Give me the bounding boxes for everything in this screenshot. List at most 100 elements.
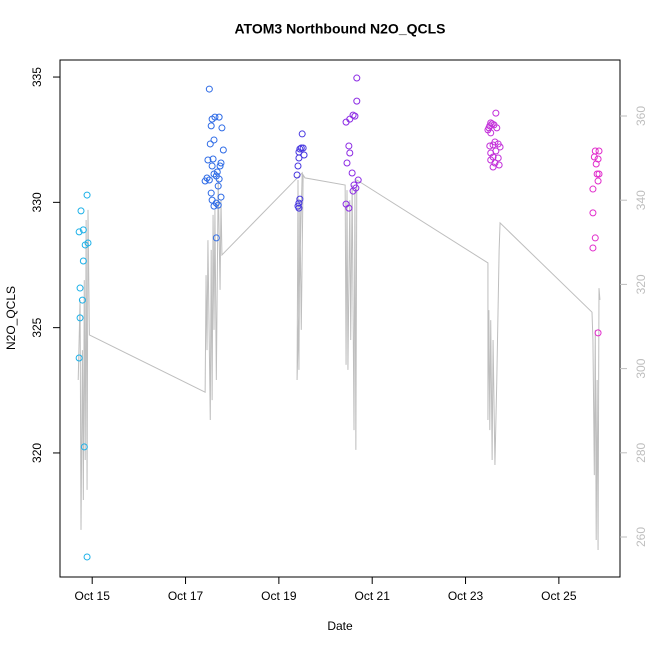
point <box>346 149 354 157</box>
chart-title: ATOM3 Northbound N2O_QCLS <box>234 21 445 37</box>
x-tick-label: Oct 19 <box>261 589 297 603</box>
point <box>211 113 219 121</box>
point <box>589 185 597 193</box>
point <box>345 204 353 212</box>
point <box>353 74 361 82</box>
point <box>343 159 351 167</box>
point <box>205 176 213 184</box>
point <box>84 239 92 247</box>
point <box>495 161 503 169</box>
point <box>208 162 216 170</box>
x-tick-label: Oct 17 <box>168 589 204 603</box>
plot-box <box>59 59 621 578</box>
y2-tick-label: 300 <box>634 358 648 378</box>
point <box>83 191 91 199</box>
point <box>204 156 212 164</box>
point <box>79 226 87 234</box>
point <box>206 140 214 148</box>
point <box>219 146 227 154</box>
point <box>75 228 83 236</box>
point <box>83 553 91 561</box>
y-tick-label: 320 <box>30 443 44 463</box>
point <box>295 204 303 212</box>
y2-tick-label: 340 <box>634 190 648 210</box>
point <box>595 170 603 178</box>
x-tick-label: Oct 25 <box>541 589 577 603</box>
point <box>492 147 500 155</box>
point <box>210 136 218 144</box>
point <box>208 196 216 204</box>
point <box>77 207 85 215</box>
point <box>76 284 84 292</box>
point <box>594 177 602 185</box>
point <box>591 234 599 242</box>
y-tick-label: 335 <box>30 67 44 87</box>
point <box>217 159 225 167</box>
point <box>494 154 502 162</box>
point <box>78 296 86 304</box>
point <box>210 170 218 178</box>
point <box>299 144 307 152</box>
point <box>493 124 501 132</box>
point <box>354 176 362 184</box>
point <box>76 314 84 322</box>
point <box>589 244 597 252</box>
point <box>214 201 222 209</box>
point <box>489 141 497 149</box>
point <box>209 155 217 163</box>
point <box>215 113 223 121</box>
point <box>342 118 350 126</box>
y2-tick-label: 260 <box>634 527 648 547</box>
point <box>212 234 220 242</box>
point <box>595 147 603 155</box>
point <box>294 162 302 170</box>
point <box>201 177 209 185</box>
y2-tick-label: 280 <box>634 442 648 462</box>
y2-tick-label: 360 <box>634 106 648 126</box>
y-axis-label: N2O_QCLS <box>4 286 18 350</box>
point <box>217 193 225 201</box>
point <box>216 162 224 170</box>
point <box>293 171 301 179</box>
point <box>589 209 597 217</box>
x-tick-label: Oct 21 <box>355 589 391 603</box>
point <box>345 142 353 150</box>
point <box>590 153 598 161</box>
point <box>593 170 601 178</box>
point <box>492 109 500 117</box>
point <box>489 163 497 171</box>
point <box>348 169 356 177</box>
point <box>218 124 226 132</box>
point <box>214 182 222 190</box>
point <box>215 175 223 183</box>
point <box>353 97 361 105</box>
x-tick-label: Oct 15 <box>75 589 111 603</box>
point <box>592 160 600 168</box>
point <box>205 85 213 93</box>
point <box>207 189 215 197</box>
point <box>594 329 602 337</box>
point <box>496 143 504 151</box>
point <box>79 257 87 265</box>
point <box>491 159 499 167</box>
point <box>207 122 215 130</box>
point <box>486 142 494 150</box>
point <box>296 145 304 153</box>
point <box>295 154 303 162</box>
point <box>75 354 83 362</box>
y2-tick-label: 320 <box>634 274 648 294</box>
point <box>297 144 305 152</box>
y-tick-label: 325 <box>30 317 44 337</box>
point <box>349 187 357 195</box>
point <box>300 151 308 159</box>
point <box>80 443 88 451</box>
x-axis-label: Date <box>327 619 353 633</box>
point <box>351 112 359 120</box>
point <box>298 130 306 138</box>
line-series <box>77 171 601 551</box>
point <box>295 199 303 207</box>
point <box>296 195 304 203</box>
y-tick-label: 330 <box>30 192 44 212</box>
point <box>212 199 220 207</box>
